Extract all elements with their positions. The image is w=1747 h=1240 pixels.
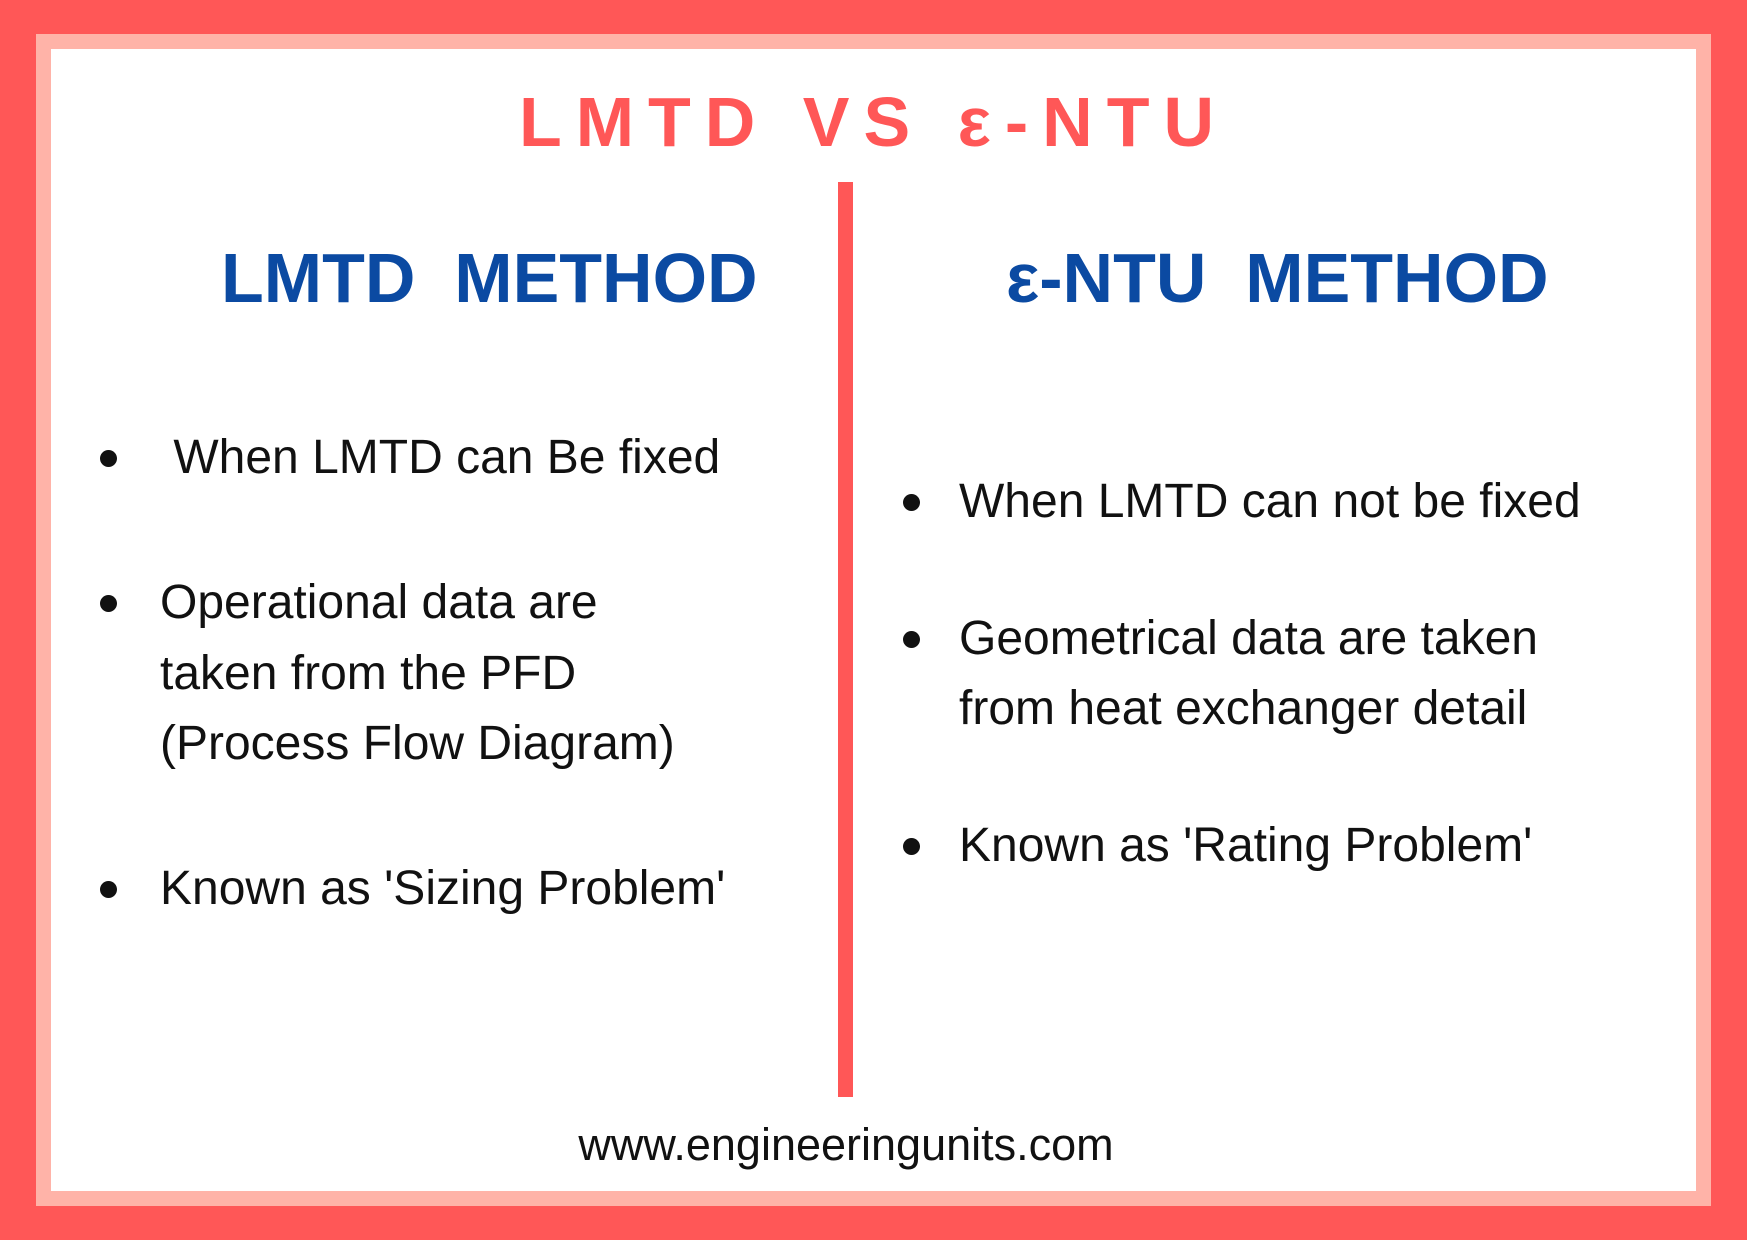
bullet-icon [100,881,117,898]
right-item-3: Known as 'Rating Problem' [959,819,1533,872]
bullet-icon [903,838,920,855]
right-item-2-line-2: from heat exchanger detail [959,682,1528,735]
left-item-2-line-3: (Process Flow Diagram) [160,717,675,770]
page-title: LMTD VS ε-NTU [518,83,1229,161]
website-url: www.engineeringunits.com [578,1119,1114,1170]
right-item-2-line-1: Geometrical data are taken [959,612,1538,665]
right-item-1: When LMTD can not be fixed [959,475,1581,528]
content-panel [51,49,1696,1191]
bullet-icon [903,494,920,511]
left-item-2-line-1: Operational data are [160,576,598,629]
bullet-icon [100,595,117,612]
right-heading: ε-NTU METHOD [1006,239,1549,317]
column-divider [838,182,853,1097]
bullet-icon [100,450,117,467]
bullet-icon [903,631,920,648]
left-heading: LMTD METHOD [221,239,758,317]
left-item-2-line-2: taken from the PFD [160,647,577,700]
left-item-3: Known as 'Sizing Problem' [160,862,726,915]
left-item-1: When LMTD can Be fixed [160,431,721,484]
